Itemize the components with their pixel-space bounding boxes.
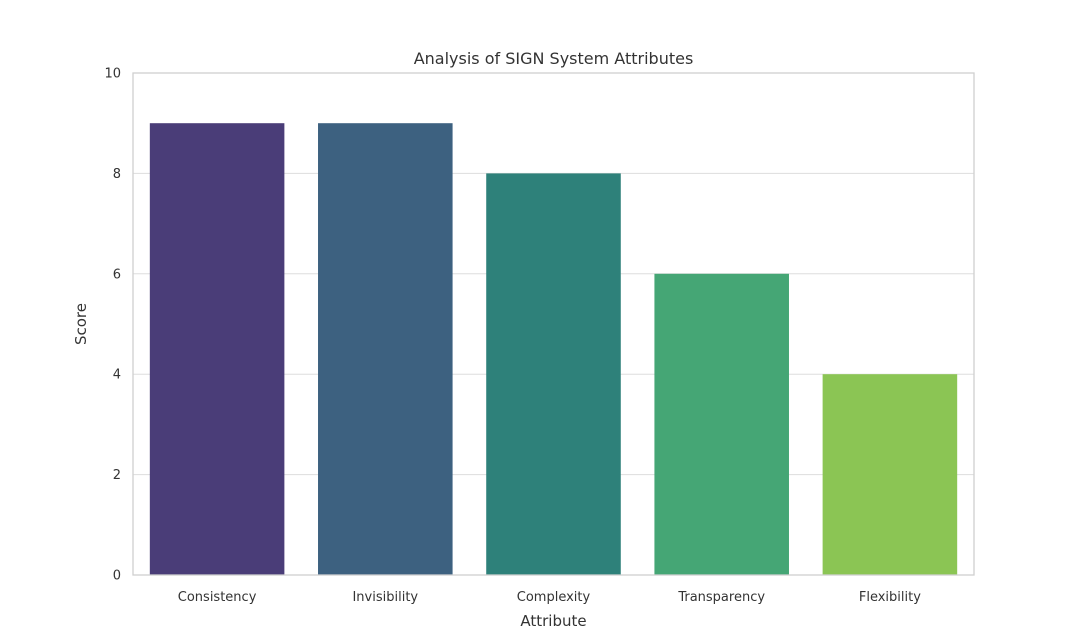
y-tick-label: 8 [113,167,121,182]
bar-flexibility [822,374,958,575]
bar-transparency [654,273,789,575]
y-tick-labels: 0 2 4 6 8 10 [104,67,121,584]
y-axis-label: Score [72,303,90,345]
y-tick-label: 10 [104,67,121,82]
x-tick-label: Flexibility [859,590,921,605]
x-tick-labels: Consistency Invisibility Complexity Transpa… [178,590,921,605]
x-tick-label: Consistency [178,590,257,605]
bar-complexity [486,173,621,575]
chart-title: Analysis of SIGN System Attributes [414,49,694,68]
y-tick-label: 4 [113,368,121,383]
x-tick-label: Invisibility [352,590,418,605]
y-tick-label: 0 [113,569,121,584]
x-axis-label: Attribute [520,612,586,630]
bar-invisibility [318,123,453,575]
bars [149,123,958,575]
x-tick-label: Complexity [517,590,591,605]
x-tick-label: Transparency [677,590,765,605]
y-tick-label: 2 [113,468,121,483]
bar-consistency [149,123,285,575]
axes-frame [132,72,975,576]
y-tick-label: 6 [113,267,121,282]
